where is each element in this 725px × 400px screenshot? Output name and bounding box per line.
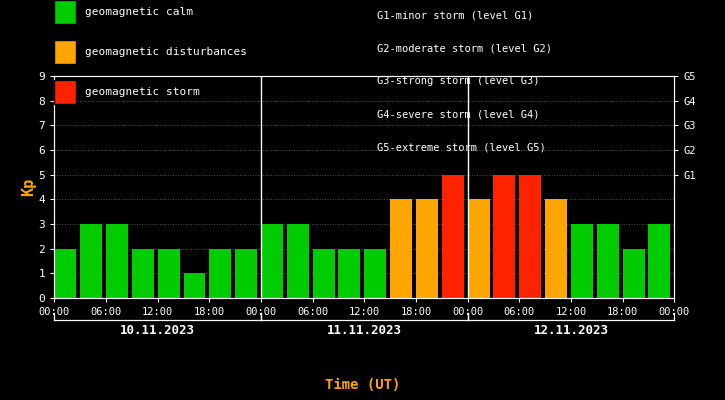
Bar bbox=[442, 175, 464, 298]
Bar bbox=[519, 175, 542, 298]
Text: G5-extreme storm (level G5): G5-extreme storm (level G5) bbox=[377, 143, 546, 153]
Bar bbox=[416, 199, 438, 298]
Bar bbox=[54, 249, 76, 298]
Bar bbox=[364, 249, 386, 298]
Bar bbox=[571, 224, 593, 298]
Y-axis label: Kp: Kp bbox=[21, 178, 36, 196]
Bar bbox=[261, 224, 283, 298]
Text: geomagnetic storm: geomagnetic storm bbox=[85, 87, 199, 97]
Bar bbox=[390, 199, 412, 298]
Bar bbox=[210, 249, 231, 298]
Text: G4-severe storm (level G4): G4-severe storm (level G4) bbox=[377, 110, 539, 120]
Bar bbox=[80, 224, 102, 298]
Bar bbox=[468, 199, 489, 298]
Bar bbox=[106, 224, 128, 298]
Bar bbox=[623, 249, 645, 298]
Text: G2-moderate storm (level G2): G2-moderate storm (level G2) bbox=[377, 43, 552, 53]
Bar bbox=[287, 224, 309, 298]
Text: Time (UT): Time (UT) bbox=[325, 378, 400, 392]
Bar bbox=[545, 199, 567, 298]
Bar bbox=[312, 249, 335, 298]
Text: 11.11.2023: 11.11.2023 bbox=[327, 324, 402, 337]
Text: G1-minor storm (level G1): G1-minor storm (level G1) bbox=[377, 10, 534, 20]
Text: G3-strong storm (level G3): G3-strong storm (level G3) bbox=[377, 76, 539, 86]
Bar bbox=[648, 224, 671, 298]
Bar bbox=[339, 249, 360, 298]
Text: geomagnetic calm: geomagnetic calm bbox=[85, 7, 193, 17]
Bar bbox=[494, 175, 515, 298]
Bar bbox=[183, 273, 205, 298]
Text: geomagnetic disturbances: geomagnetic disturbances bbox=[85, 47, 246, 57]
Text: 10.11.2023: 10.11.2023 bbox=[120, 324, 195, 337]
Text: 12.11.2023: 12.11.2023 bbox=[534, 324, 608, 337]
Bar bbox=[597, 224, 618, 298]
Bar bbox=[132, 249, 154, 298]
Bar bbox=[157, 249, 180, 298]
Bar bbox=[235, 249, 257, 298]
